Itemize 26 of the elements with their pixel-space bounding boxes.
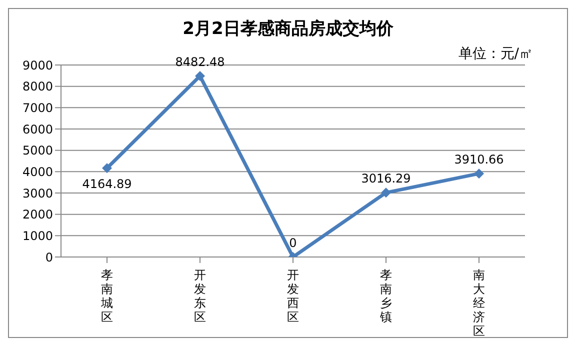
- data-label: 8482.48: [175, 55, 225, 70]
- x-tick-label: 南大经济区: [473, 268, 485, 338]
- y-tick-label: 9000: [22, 58, 53, 72]
- y-tick-label: 6000: [22, 122, 53, 136]
- y-tick-label: 5000: [22, 144, 53, 158]
- data-label: 3910.66: [454, 152, 504, 167]
- data-label: 4164.89: [82, 177, 132, 192]
- y-tick-label: 1000: [22, 228, 53, 243]
- x-tick-label: 孝南乡镇: [379, 268, 392, 324]
- point: [381, 188, 391, 198]
- y-tick-label: 2000: [22, 208, 53, 222]
- y-tick-label: 4000: [22, 164, 53, 179]
- text: 单位：元/㎡: [458, 45, 533, 63]
- x-tick-label: 开发西区: [287, 268, 299, 324]
- y-tick-label: 0: [45, 250, 53, 264]
- x-tick-label: 孝南城区: [100, 268, 113, 324]
- point: [474, 168, 484, 179]
- data-label: 0: [289, 236, 297, 250]
- y-tick-label: 8000: [22, 80, 53, 94]
- y-tick-label: 3000: [22, 186, 53, 200]
- y-tick-label: 7000: [22, 100, 53, 115]
- chart-title: 2月2日孝感商品房成交均价: [182, 18, 394, 40]
- point: [102, 163, 112, 174]
- x-tick-label: 开发东区: [194, 268, 206, 324]
- data-label: 3016.29: [361, 172, 411, 186]
- point: [195, 71, 205, 82]
